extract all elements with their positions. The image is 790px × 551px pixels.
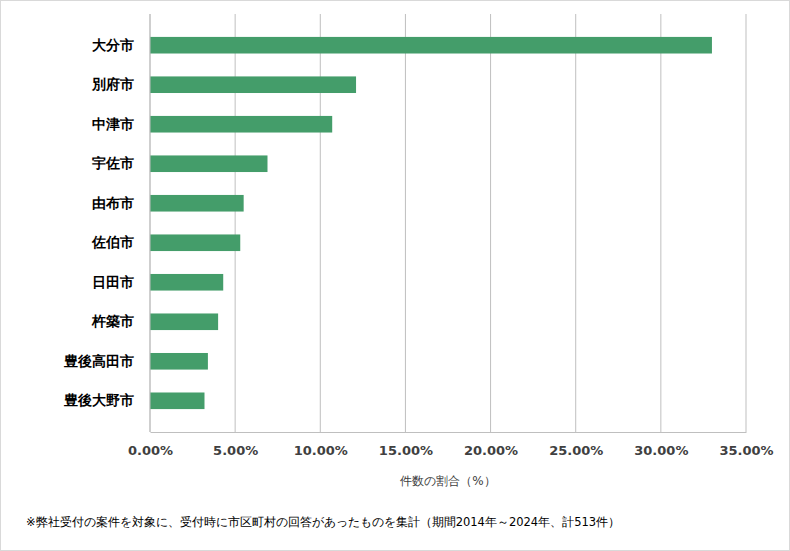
bar <box>150 392 204 409</box>
y-tick-label: 杵築市 <box>91 313 134 329</box>
y-tick: 中津市 <box>92 116 134 132</box>
grid <box>150 14 746 432</box>
bar <box>150 195 244 212</box>
grid-line <box>575 14 576 432</box>
y-tick-label: 豊後大野市 <box>63 392 134 408</box>
y-tick: 豊後高田市 <box>63 353 134 369</box>
footnote: ※弊社受付の案件を対象に、受付時に市区町村の回答があったものを集計（期間2014… <box>26 515 620 529</box>
bar <box>150 274 223 291</box>
x-tick: 10.00% <box>294 432 348 458</box>
x-tick-label: 10.00% <box>294 443 348 458</box>
y-tick: 大分市 <box>92 37 134 53</box>
bars <box>150 37 712 409</box>
x-axis-line <box>151 432 747 433</box>
y-tick-label: 中津市 <box>92 116 134 132</box>
y-tick: 由布市 <box>92 195 134 211</box>
x-tick-label: 35.00% <box>719 443 773 458</box>
x-tick-label: 15.00% <box>379 443 433 458</box>
x-tick-label: 20.00% <box>464 443 518 458</box>
y-axis-line <box>150 14 151 432</box>
y-tick-label: 日田市 <box>92 274 134 290</box>
chart-frame <box>1 1 790 551</box>
y-tick-label: 豊後高田市 <box>63 353 134 369</box>
chart: 0.00% 5.00% 10.00% 15.00% 20.00% 25.00% 30.00%… <box>0 0 790 551</box>
y-tick: 日田市 <box>92 274 134 290</box>
x-tick: 5.00% <box>213 432 258 458</box>
x-tick: 25.00% <box>549 432 603 458</box>
y-tick: 宇佐市 <box>92 155 134 171</box>
grid-line <box>150 14 151 432</box>
bar <box>150 234 240 251</box>
y-tick: 佐伯市 <box>91 234 134 250</box>
x-tick: 0.00% <box>128 432 173 458</box>
x-tick: 30.00% <box>634 432 688 458</box>
y-axis: 大分市別府市中津市宇佐市由布市佐伯市日田市杵築市豊後高田市豊後大野市 <box>63 14 150 432</box>
y-tick-label: 宇佐市 <box>92 155 134 171</box>
grid-line <box>490 14 491 432</box>
grid-line <box>405 14 406 432</box>
bar <box>150 313 218 330</box>
x-tick: 35.00% <box>719 432 773 458</box>
x-tick: 20.00% <box>464 432 518 458</box>
bar <box>150 76 356 93</box>
grid-line <box>660 14 661 432</box>
grid-line <box>746 14 747 432</box>
x-tick: 15.00% <box>379 432 433 458</box>
x-axis: 0.00% 5.00% 10.00% 15.00% 20.00% 25.00% 30.00%… <box>128 432 774 458</box>
y-tick-label: 由布市 <box>92 195 134 211</box>
y-tick-label: 大分市 <box>92 37 134 53</box>
x-tick-label: 0.00% <box>128 443 173 458</box>
bar <box>150 37 712 54</box>
x-tick-label: 30.00% <box>634 443 688 458</box>
y-tick: 杵築市 <box>91 313 134 329</box>
y-tick-label: 別府市 <box>91 76 134 92</box>
x-axis-title: 件数の割合（%） <box>400 474 495 488</box>
bar <box>150 116 332 133</box>
y-tick: 別府市 <box>91 76 134 92</box>
bar <box>150 155 267 172</box>
x-tick-label: 25.00% <box>549 443 603 458</box>
y-tick: 豊後大野市 <box>63 392 134 408</box>
y-tick-label: 佐伯市 <box>91 234 134 250</box>
bar <box>150 353 208 370</box>
x-tick-label: 5.00% <box>213 443 258 458</box>
